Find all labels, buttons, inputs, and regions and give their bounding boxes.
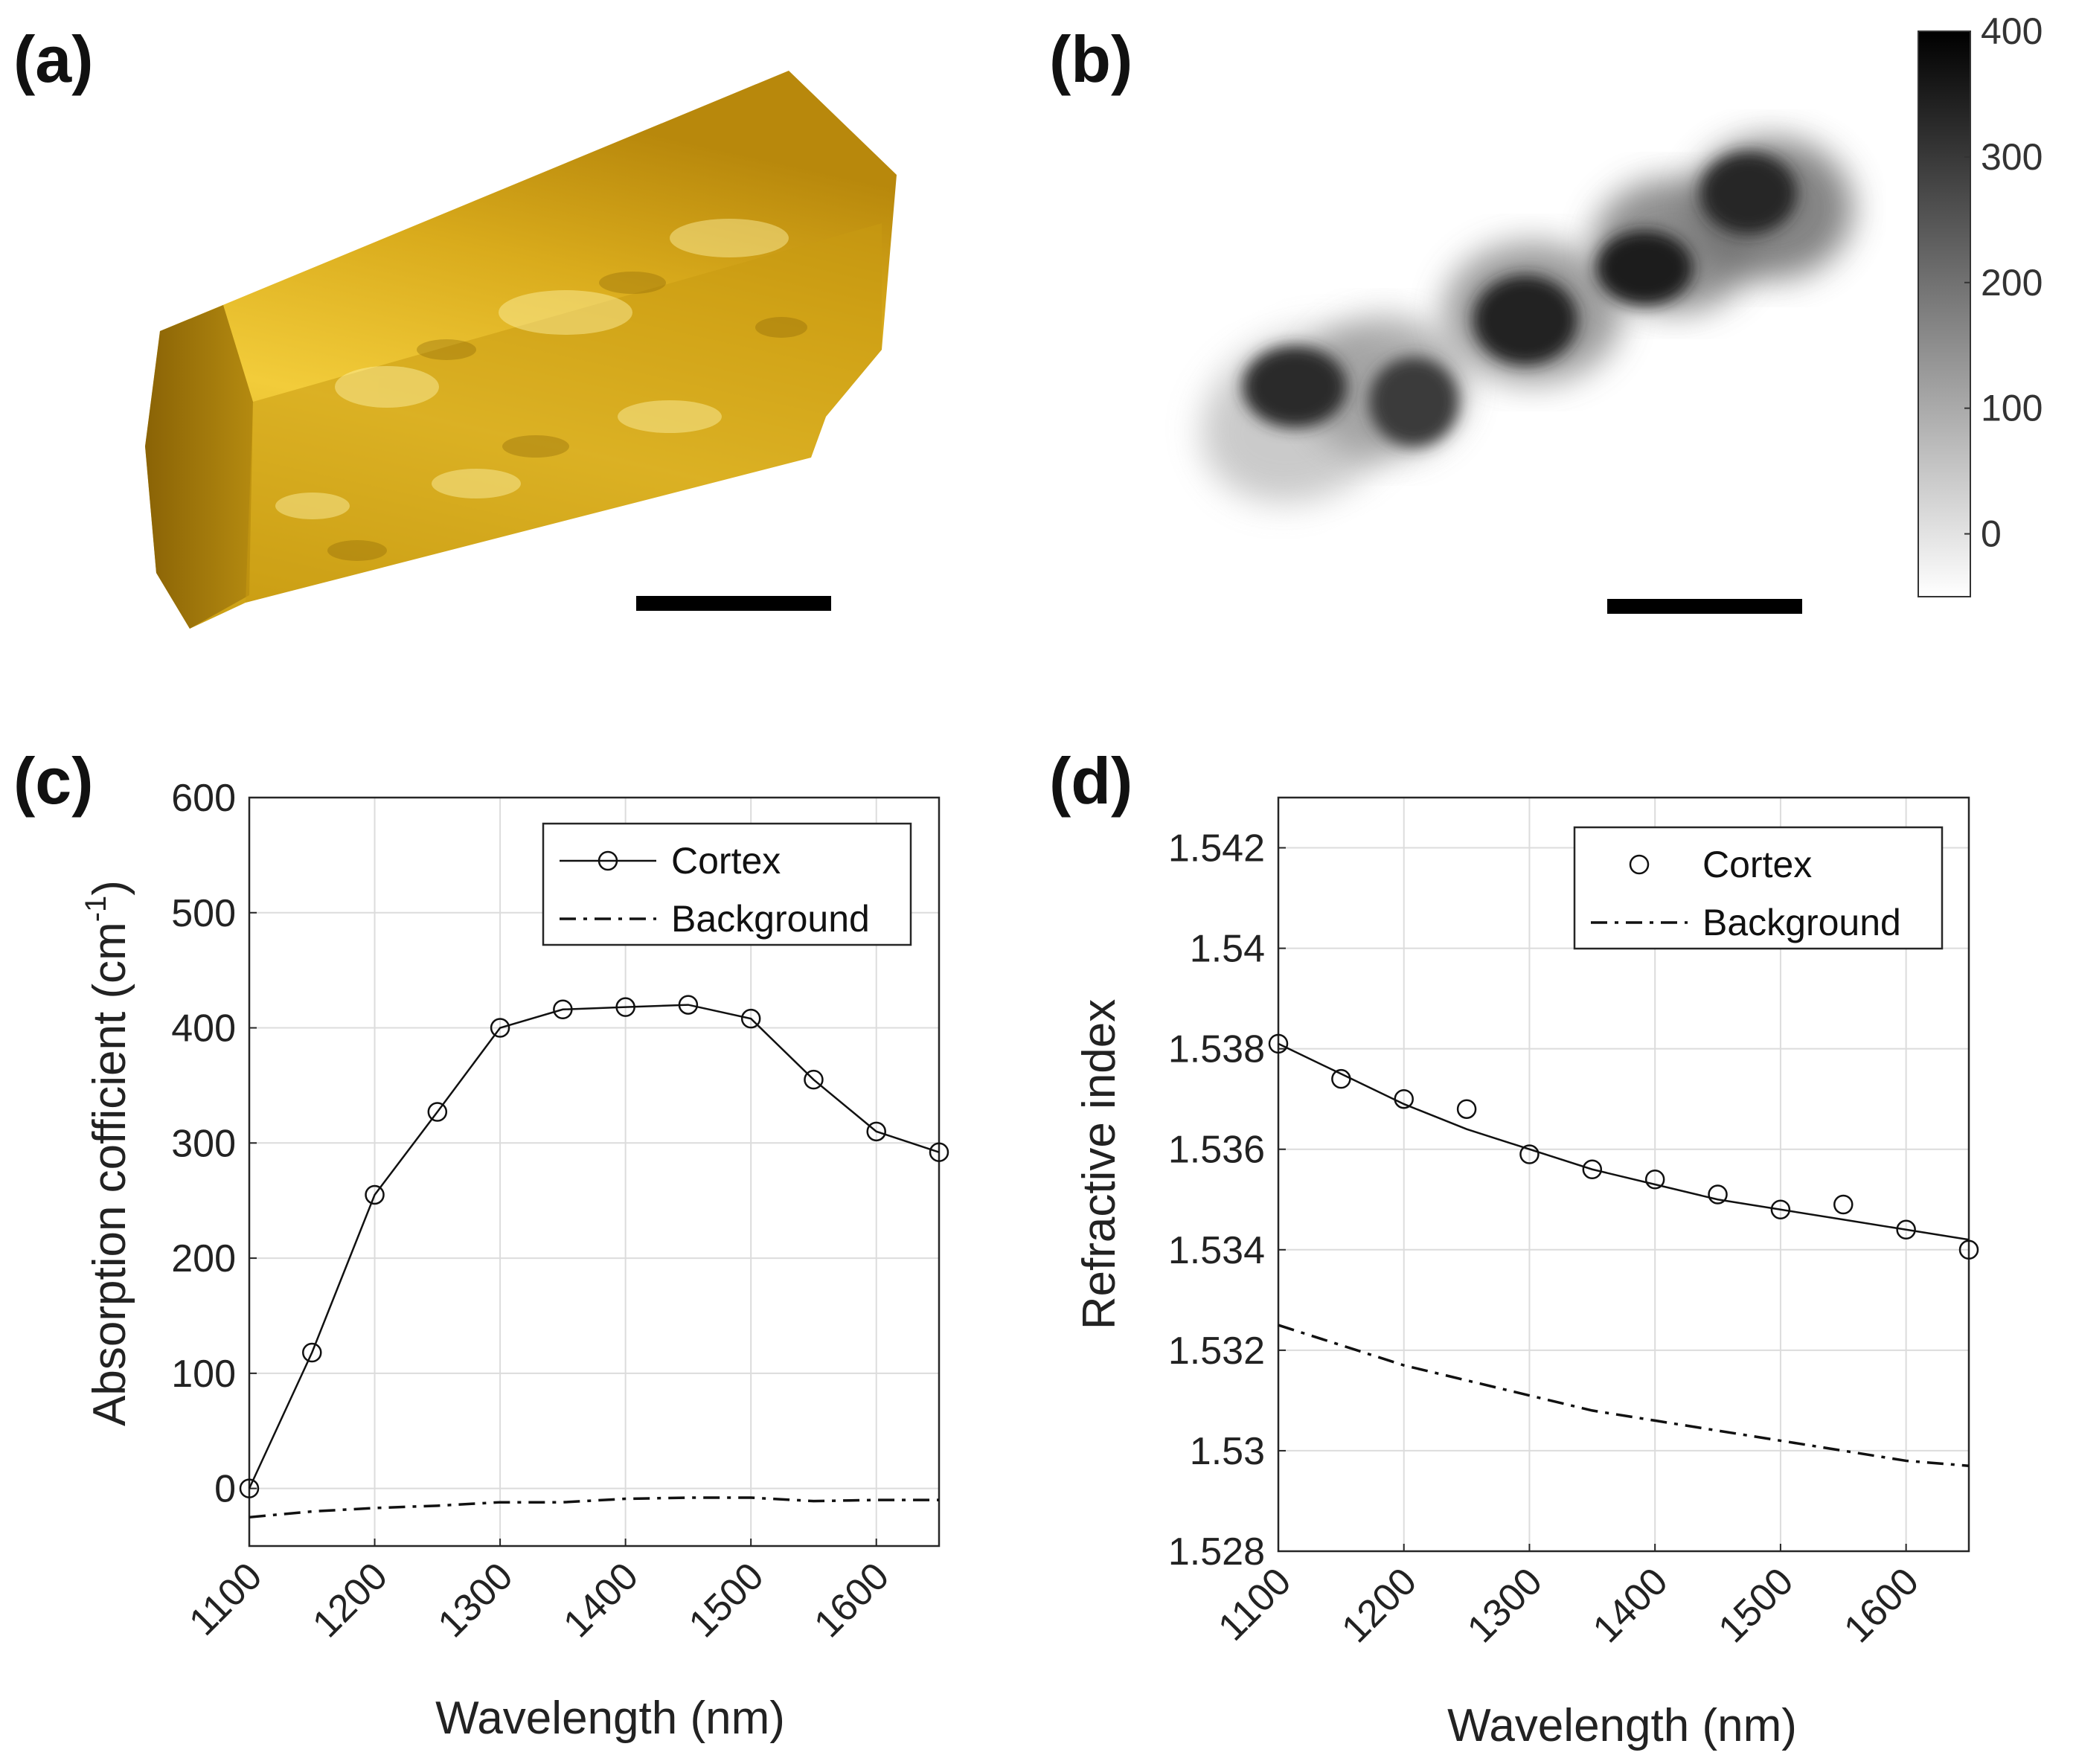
hair-3d-render bbox=[145, 71, 897, 629]
series-cortex-point bbox=[1958, 1239, 1979, 1260]
y-tick-label: 1.538 bbox=[1168, 1028, 1265, 1071]
colorbar bbox=[1918, 31, 1971, 597]
series-cortex-point bbox=[490, 1018, 510, 1038]
panel-c-label: (c) bbox=[13, 744, 94, 818]
y-tick-label: 1.528 bbox=[1168, 1530, 1265, 1574]
legend-marker-sample bbox=[598, 850, 618, 871]
y-tick-label: 400 bbox=[171, 1007, 236, 1051]
chart-c-ylabel-main: Absorption cofficient (cm bbox=[84, 922, 135, 1426]
chart-d-ylabel: Refractive index bbox=[1074, 999, 1125, 1330]
y-tick-label: 0 bbox=[214, 1468, 236, 1511]
y-tick-label: 1.53 bbox=[1190, 1430, 1265, 1473]
series-cortex-point bbox=[1770, 1199, 1791, 1220]
x-tick-label: 1100 bbox=[181, 1554, 270, 1643]
chart-d-xlabel: Wavelength (nm) bbox=[1447, 1700, 1797, 1751]
absorption-map bbox=[1201, 138, 1853, 503]
x-tick-label: 1200 bbox=[1333, 1559, 1425, 1651]
series-cortex-point bbox=[678, 995, 699, 1015]
chart-d: 1100 1200 1300 1400 1500 16001.5281.531.5321.… bbox=[1168, 796, 1979, 1651]
x-tick-label: 1600 bbox=[1836, 1559, 1927, 1651]
x-tick-label: 1300 bbox=[1459, 1559, 1551, 1651]
y-tick-label: 600 bbox=[171, 777, 236, 820]
x-tick-label: 1600 bbox=[806, 1554, 897, 1646]
x-tick-label: 1200 bbox=[304, 1554, 396, 1646]
series-cortex-point bbox=[427, 1102, 448, 1122]
x-tick-label: 1500 bbox=[681, 1554, 772, 1646]
series-cortex-point bbox=[1708, 1184, 1728, 1205]
y-tick-label: 500 bbox=[171, 892, 236, 935]
legend-label: Cortex bbox=[671, 840, 781, 882]
colorbar-tick-label: 400 bbox=[1981, 10, 2043, 52]
chart-c-ylabel: Absorption cofficient (cm-1) bbox=[80, 880, 135, 1426]
scale-bar-b bbox=[1607, 599, 1802, 614]
series-cortex-point bbox=[740, 1008, 761, 1029]
colorbar-tick-label: 100 bbox=[1981, 388, 2043, 429]
colorbar-tick-label: 0 bbox=[1981, 513, 2002, 555]
series-cortex-point bbox=[929, 1142, 949, 1162]
chart-c: 1100 1200 1300 1400 1500 1600 0 100 200 300 400 500… bbox=[171, 777, 949, 1646]
axes-box bbox=[1277, 796, 1970, 1553]
series-background-line bbox=[249, 1496, 939, 1519]
y-tick-label: 100 bbox=[171, 1353, 236, 1396]
series-cortex-point bbox=[615, 997, 635, 1017]
legend-label: Background bbox=[671, 898, 870, 940]
series-cortex-point bbox=[1519, 1144, 1540, 1164]
axes-box bbox=[248, 796, 941, 1547]
series-cortex-point bbox=[1268, 1033, 1289, 1054]
series-cortex-point bbox=[365, 1184, 385, 1205]
series-cortex-point bbox=[1833, 1194, 1854, 1215]
y-tick-label: 300 bbox=[171, 1122, 236, 1165]
series-cortex-point bbox=[1644, 1170, 1665, 1190]
x-tick-label: 1300 bbox=[430, 1554, 522, 1646]
y-tick-label: 1.54 bbox=[1190, 928, 1265, 971]
series-cortex-point bbox=[1331, 1068, 1351, 1089]
series-cortex-point bbox=[1582, 1159, 1603, 1179]
chart-c-ylabel-sup: -1 bbox=[80, 896, 112, 923]
series-cortex-point bbox=[1456, 1099, 1477, 1119]
colorbar-tick-label: 200 bbox=[1981, 262, 2043, 304]
series-background-line bbox=[1278, 1324, 1970, 1467]
series-cortex-point bbox=[553, 999, 573, 1020]
chart-c-xlabel: Wavelength (nm) bbox=[435, 1693, 785, 1744]
series-cortex-fit-line bbox=[1278, 1042, 1970, 1241]
x-tick-label: 1500 bbox=[1711, 1559, 1802, 1651]
y-tick-label: 1.532 bbox=[1168, 1330, 1265, 1373]
y-tick-label: 1.542 bbox=[1168, 827, 1265, 870]
legend-marker-sample bbox=[1629, 854, 1650, 875]
chart-c-ylabel-close: ) bbox=[84, 880, 135, 896]
series-cortex-point bbox=[866, 1121, 886, 1142]
x-tick-label: 1400 bbox=[555, 1554, 647, 1646]
legend-box bbox=[542, 822, 912, 946]
panel-d-label: (d) bbox=[1049, 744, 1132, 818]
legend-label: Background bbox=[1702, 902, 1901, 943]
series-cortex-line bbox=[248, 1004, 940, 1489]
series-cortex-point bbox=[239, 1478, 260, 1498]
scale-bar-a bbox=[636, 596, 831, 611]
series-cortex-point bbox=[1896, 1219, 1916, 1240]
x-tick-label: 1400 bbox=[1585, 1559, 1676, 1651]
series-cortex-point bbox=[804, 1069, 824, 1090]
series-cortex-point bbox=[302, 1342, 322, 1363]
legend-box bbox=[1573, 826, 1944, 950]
legend-label: Cortex bbox=[1702, 844, 1812, 885]
y-tick-label: 200 bbox=[171, 1237, 236, 1280]
panel-b-label: (b) bbox=[1049, 22, 1132, 96]
panel-a-label: (a) bbox=[13, 22, 94, 96]
y-tick-label: 1.534 bbox=[1168, 1229, 1265, 1272]
y-tick-label: 1.536 bbox=[1168, 1129, 1265, 1172]
colorbar-tick-label: 300 bbox=[1981, 136, 2043, 178]
